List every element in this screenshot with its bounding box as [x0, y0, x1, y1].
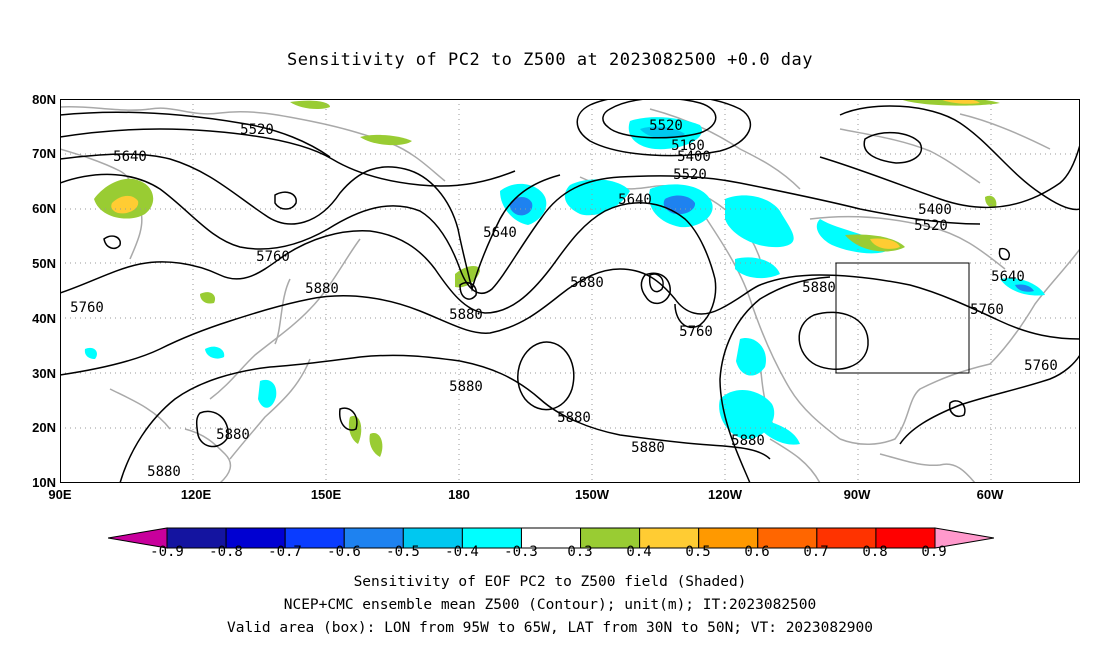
colorbar-cell: [934, 527, 994, 549]
colorbar-label: -0.5: [386, 544, 420, 560]
lon-label-150e: 150E: [310, 487, 342, 502]
lat-label-60n: 60N: [32, 201, 56, 216]
lat-label-10n: 10N: [32, 475, 56, 490]
contour-label: 5880: [449, 379, 483, 395]
contour-label: 5760: [1024, 358, 1058, 374]
caption-line-2: NCEP+CMC ensemble mean Z500 (Contour); u…: [283, 597, 817, 613]
contour-label: 5880: [731, 433, 765, 449]
contour-labels: 5520 5640 5760 5760 5880 5880 5640 5520 …: [70, 118, 1058, 480]
lat-label-40n: 40N: [32, 311, 56, 326]
colorbar-label: -0.7: [268, 544, 302, 560]
contour-label: 5640: [483, 225, 517, 241]
contour-label: 5760: [679, 324, 713, 340]
contour-label: 5520: [914, 218, 948, 234]
contour-label: 5880: [802, 280, 836, 296]
contour-label: 5400: [918, 202, 952, 218]
caption-line-1: Sensitivity of EOF PC2 to Z500 field (Sh…: [353, 574, 747, 590]
lat-label-70n: 70N: [32, 146, 56, 161]
lat-label-80n: 80N: [32, 92, 56, 107]
colorbar-label: -0.3: [504, 544, 538, 560]
contour-label: 5880: [570, 275, 604, 291]
colorbar-label: -0.6: [327, 544, 361, 560]
contour-label: 5400: [677, 149, 711, 165]
contour-label: 5640: [113, 149, 147, 165]
lat-label-30n: 30N: [32, 366, 56, 381]
lon-label-90e: 90E: [48, 487, 72, 502]
colorbar-label: 0.3: [567, 544, 593, 560]
contour-label: 5640: [618, 192, 652, 208]
colorbar-label: 0.8: [862, 544, 888, 560]
colorbar-cells: [108, 527, 994, 549]
colorbar-label: 0.9: [921, 544, 947, 560]
colorbar-label: -0.8: [209, 544, 243, 560]
contour-label: 5880: [557, 410, 591, 426]
colorbar-label: -0.4: [445, 544, 479, 560]
contour-label: 5880: [305, 281, 339, 297]
contour-label: 5520: [240, 122, 274, 138]
colorbar-label: -0.9: [150, 544, 184, 560]
validation-box: [835, 262, 970, 374]
contour-label: 5760: [256, 249, 290, 265]
contour-label: 5760: [70, 300, 104, 316]
sensitivity-shading: [84, 99, 1045, 457]
z500-contours: [60, 99, 1080, 483]
lon-label-120w: 120W: [708, 487, 742, 502]
contour-label: 5640: [991, 269, 1025, 285]
contour-label: 5520: [649, 118, 683, 134]
map-frame: [60, 99, 1080, 483]
colorbar-label: 0.6: [744, 544, 770, 560]
caption-line-3: Valid area (box): LON from 95W to 65W, L…: [226, 620, 873, 636]
contour-label: 5760: [970, 302, 1004, 318]
map-panel: 5520 5640 5760 5760 5880 5880 5640 5520 …: [60, 99, 1080, 483]
contour-label: 5880: [631, 440, 665, 456]
lon-label-180: 180: [448, 487, 470, 502]
lat-label-50n: 50N: [32, 256, 56, 271]
map-title: Sensitivity of PC2 to Z500 at 2023082500…: [286, 50, 813, 70]
contour-label: 5160: [671, 138, 705, 154]
colorbar-label: 0.7: [803, 544, 829, 560]
colorbar-label: 0.5: [685, 544, 711, 560]
contour-label: 5520: [673, 167, 707, 183]
colorbar: [108, 527, 994, 549]
graticule: [60, 99, 1080, 483]
contour-label: 5880: [449, 307, 483, 323]
contour-label: 5880: [216, 427, 250, 443]
lon-label-120e: 120E: [180, 487, 212, 502]
lon-label-60w: 60W: [976, 487, 1004, 502]
map-svg: 5520 5640 5760 5760 5880 5880 5640 5520 …: [60, 99, 1080, 483]
lat-label-20n: 20N: [32, 420, 56, 435]
lon-label-150w: 150W: [575, 487, 609, 502]
colorbar-label: 0.4: [626, 544, 652, 560]
lon-label-90w: 90W: [843, 487, 871, 502]
contour-label: 5880: [147, 464, 181, 480]
